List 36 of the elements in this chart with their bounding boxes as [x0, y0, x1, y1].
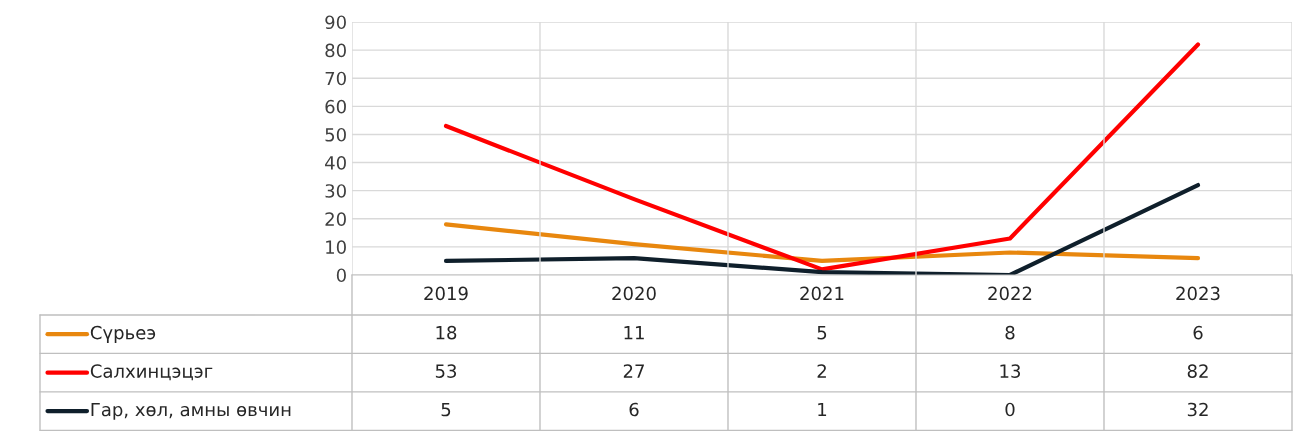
data-label: 6 [1193, 325, 1203, 340]
x-tick-label: 2022 [988, 286, 1032, 301]
y-tick-label: 20 [325, 212, 346, 226]
y-tick-label: 80 [325, 43, 346, 58]
y-tick-label: 10 [326, 240, 346, 255]
data-label: 0 [1005, 402, 1015, 417]
data-label: 13 [1000, 364, 1021, 378]
line-series [443, 182, 1201, 275]
x-tick-label: 2019 [424, 286, 468, 301]
legend-label: Салхинцэцэг [90, 364, 213, 381]
data-label: 53 [435, 364, 457, 378]
legend-label: Сүрьеэ [90, 325, 156, 343]
data-label: 6 [629, 402, 639, 417]
y-tick-label: 30 [325, 184, 346, 198]
data-label: 82 [1187, 364, 1208, 378]
y-tick-label: 90 [325, 15, 346, 30]
x-tick-label: 2020 [612, 286, 656, 301]
data-label: 27 [623, 364, 644, 378]
data-label: 18 [436, 325, 457, 340]
y-tick-label: 50 [325, 127, 346, 142]
y-tick-label: 40 [325, 156, 346, 170]
data-label: 32 [1187, 402, 1208, 417]
legend-label: Гар, хөл, амны өвчин [91, 402, 291, 420]
y-tick-label: 70 [325, 71, 346, 86]
data-label: 5 [817, 326, 827, 340]
y-tick-label: 60 [325, 99, 346, 114]
x-tick-label: 2021 [800, 286, 844, 301]
data-label: 1 [818, 402, 827, 417]
line-series [443, 42, 1201, 272]
data-label: 2 [817, 364, 826, 378]
data-label: 11 [624, 326, 644, 340]
data-label: 5 [441, 402, 451, 417]
data-label: 8 [1005, 325, 1015, 340]
y-tick-label: 0 [336, 268, 346, 283]
x-tick-label: 2023 [1176, 286, 1220, 301]
line-series [443, 222, 1201, 264]
